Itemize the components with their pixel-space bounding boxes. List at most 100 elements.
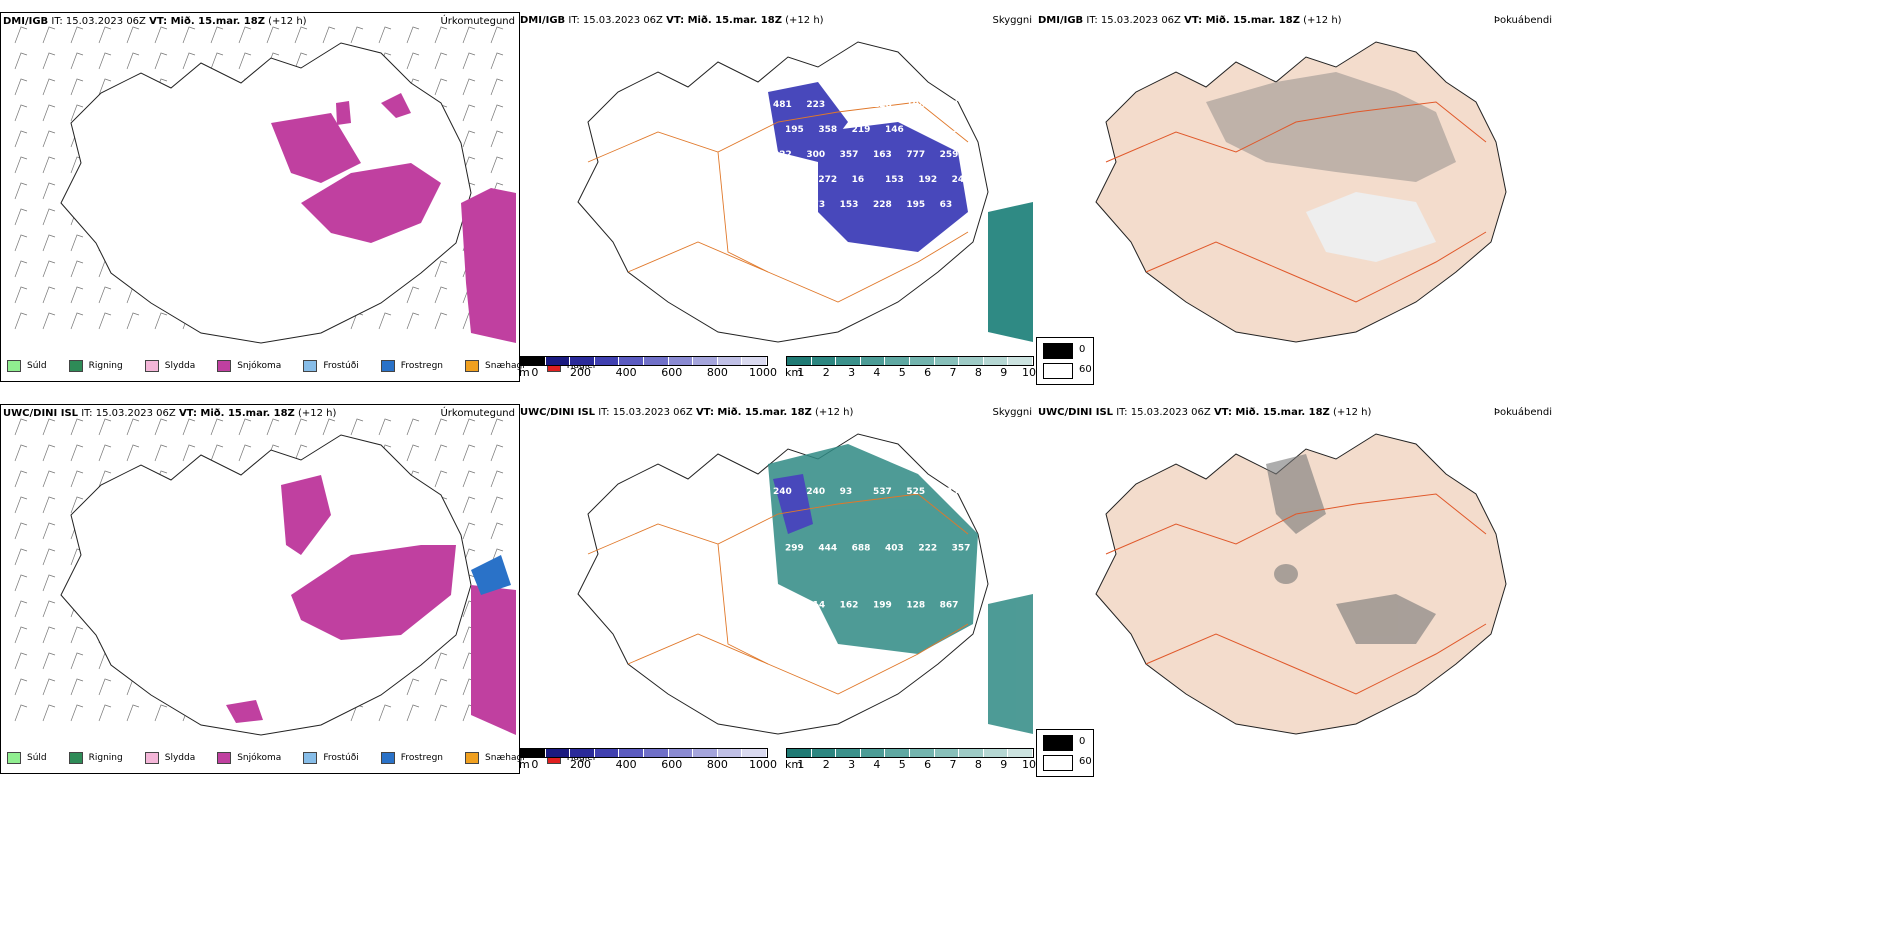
fog-shading bbox=[1206, 72, 1456, 182]
wind-barb bbox=[42, 600, 56, 618]
colorbar-tick: 9 bbox=[1000, 366, 1008, 379]
valid-time: VT: Mið. 15.mar. 18Z bbox=[178, 408, 295, 419]
colorbar-bin bbox=[545, 357, 571, 365]
wind-barb bbox=[42, 130, 56, 148]
wind-barb bbox=[378, 418, 392, 436]
legend-item: Snjókoma bbox=[217, 360, 281, 372]
legend-label: Rigning bbox=[88, 753, 123, 763]
panel-header: DMI/IGB IT: 15.03.2023 06Z VT: Mið. 15.m… bbox=[518, 12, 1036, 30]
wind-barb bbox=[70, 678, 84, 696]
wind-barb bbox=[406, 312, 420, 330]
colorbar-bin bbox=[836, 357, 861, 365]
legend-item: Snæhagl bbox=[465, 360, 525, 372]
wind-barb bbox=[434, 260, 448, 278]
ceiling-label: 688 bbox=[852, 544, 871, 554]
model-name: UWC/DINI ISL bbox=[1038, 407, 1114, 418]
wind-barb bbox=[42, 652, 56, 670]
wind-barb bbox=[14, 678, 28, 696]
legend-swatch bbox=[144, 360, 159, 372]
colorbar-tick: 6 bbox=[924, 758, 932, 771]
wind-barb bbox=[154, 52, 168, 70]
init-time: IT: 15.03.2023 06Z bbox=[568, 15, 663, 26]
wind-barb bbox=[182, 52, 196, 70]
wind-barb bbox=[210, 26, 224, 44]
colorbar-tick: 4 bbox=[873, 758, 881, 771]
wind-barb bbox=[126, 312, 140, 330]
colorbar-tick: 1000 bbox=[749, 366, 778, 379]
wind-barb bbox=[70, 234, 84, 252]
colorbar-tick: 2 bbox=[822, 366, 830, 379]
wind-barb bbox=[378, 312, 392, 330]
wind-barb bbox=[70, 418, 84, 436]
iceland-coastline bbox=[60, 434, 472, 736]
wind-barb bbox=[42, 26, 56, 44]
colorbar-bin bbox=[787, 357, 812, 365]
wind-barb bbox=[294, 444, 308, 462]
init-time: IT: 15.03.2023 06Z bbox=[1116, 407, 1211, 418]
wind-barb bbox=[406, 678, 420, 696]
wind-barb bbox=[42, 208, 56, 226]
wind-barb bbox=[42, 522, 56, 540]
colorbar-bin bbox=[717, 749, 743, 757]
legend-label: Snjókoma bbox=[237, 361, 282, 371]
fog-indicator-panel-row2: UWC/DINI ISL IT: 15.03.2023 06Z VT: Mið.… bbox=[1036, 404, 1556, 772]
colorbar-bin bbox=[570, 357, 595, 365]
valid-time: VT: Mið. 15.mar. 18Z bbox=[149, 16, 265, 27]
colorbar-tick: 8 bbox=[974, 366, 982, 379]
wind-barb bbox=[70, 52, 84, 70]
wind-barb bbox=[154, 418, 168, 436]
wind-barb bbox=[154, 444, 168, 462]
ceiling-label: 222 bbox=[918, 544, 937, 554]
iceland-coastline bbox=[60, 42, 472, 344]
wind-barb bbox=[98, 704, 112, 722]
wind-barb bbox=[14, 78, 28, 96]
colorbar-tick: 1000 bbox=[749, 758, 778, 771]
ceiling-label: 241 bbox=[952, 175, 971, 185]
colorbar-bin bbox=[983, 749, 1009, 757]
colorbar-tick: 200 bbox=[570, 758, 591, 771]
colorbar-tick: 4 bbox=[873, 366, 881, 379]
colorbar-bin bbox=[643, 749, 669, 757]
wind-barb bbox=[70, 26, 84, 44]
legend-label: Haglél bbox=[566, 753, 596, 763]
wind-barb bbox=[70, 286, 84, 304]
colorbar-tick: 3 bbox=[848, 758, 856, 771]
ceiling-label: 228 bbox=[873, 200, 892, 210]
legend-swatch bbox=[380, 752, 395, 764]
valid-time: VT: Mið. 15.mar. 18Z bbox=[666, 15, 782, 26]
panel-title: Skyggni bbox=[992, 407, 1032, 418]
wind-barb bbox=[490, 496, 504, 514]
wind-barb bbox=[350, 418, 364, 436]
lead-time: (+12 h) bbox=[1332, 407, 1372, 418]
ceiling-label: 222 bbox=[773, 150, 792, 160]
low-visibility-areas bbox=[768, 444, 1033, 734]
ceiling-label: 195 bbox=[785, 125, 804, 135]
wind-barb bbox=[406, 444, 420, 462]
wind-barb bbox=[154, 26, 168, 44]
valid-time: VT: Mið. 15.mar. 18Z bbox=[695, 407, 812, 418]
colorbar-tick: 6 bbox=[924, 366, 932, 379]
wind-barb bbox=[98, 26, 112, 44]
colorbar-bin bbox=[570, 749, 595, 757]
wind-barb bbox=[462, 496, 476, 514]
legend-label: Slydda bbox=[164, 361, 196, 371]
legend-label: Frostúði bbox=[323, 753, 359, 763]
wind-barb bbox=[14, 522, 28, 540]
freezing-rain-areas bbox=[471, 555, 511, 595]
ceiling-label: 162 bbox=[840, 600, 859, 610]
wind-barb bbox=[406, 704, 420, 722]
wind-barb bbox=[42, 704, 56, 722]
wind-barb bbox=[14, 626, 28, 644]
panel-header: DMI/IGB IT: 15.03.2023 06Z VT: Mið. 15.m… bbox=[1036, 12, 1556, 30]
legend-swatch bbox=[217, 752, 232, 764]
wind-barb bbox=[294, 52, 308, 70]
wind-barb bbox=[98, 444, 112, 462]
ceiling-label: 93 bbox=[840, 487, 853, 497]
ceiling-label: 219 bbox=[852, 125, 871, 135]
colorbar-unit: m bbox=[519, 758, 530, 771]
ceiling-value-labels: 240 240 93 537 525 323 299 444 688 403 222 357 167 21… bbox=[773, 487, 970, 610]
ceiling-colorbar: m 0 200 400 600 800 1000 bbox=[519, 748, 777, 772]
legend-swatch bbox=[217, 360, 232, 372]
ceiling-label: 777 bbox=[906, 150, 925, 160]
wind-barb bbox=[70, 652, 84, 670]
